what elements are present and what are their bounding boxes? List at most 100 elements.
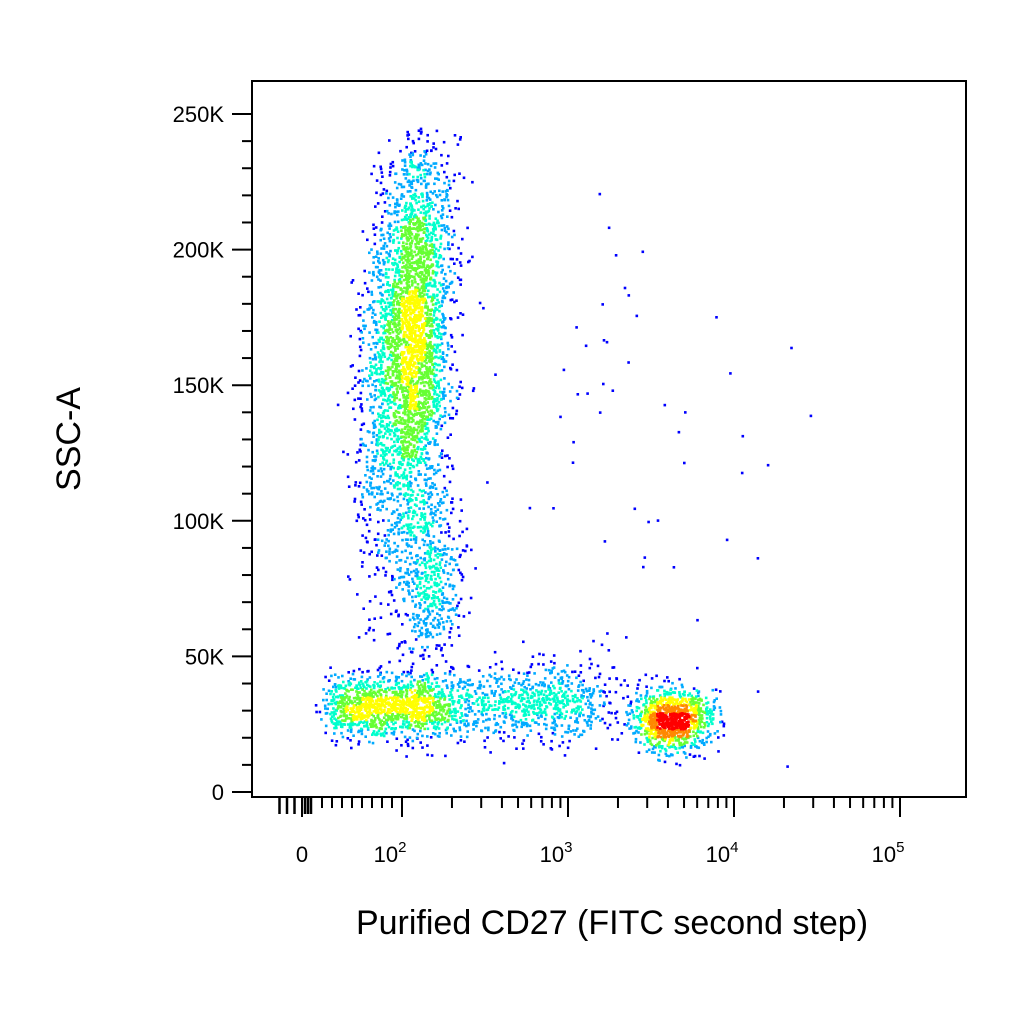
- scatter-point: [436, 574, 440, 578]
- scatter-point: [327, 679, 331, 682]
- scatter-point: [466, 688, 469, 692]
- scatter-point: [397, 210, 400, 213]
- scatter-point: [407, 413, 410, 417]
- scatter-point: [410, 683, 413, 686]
- scatter-point: [353, 500, 356, 503]
- scatter-point: [545, 723, 548, 727]
- scatter-point: [379, 311, 383, 315]
- scatter-point: [408, 180, 412, 184]
- scatter-point: [416, 570, 420, 574]
- scatter-point: [362, 310, 366, 314]
- scatter-point: [425, 690, 428, 693]
- scatter-point: [439, 648, 443, 652]
- scatter-point: [373, 718, 377, 722]
- scatter-point: [433, 252, 436, 256]
- scatter-point: [588, 657, 592, 661]
- scatter-point: [409, 523, 413, 526]
- scatter-point: [412, 561, 416, 564]
- scatter-point: [381, 472, 385, 476]
- scatter-point: [359, 450, 362, 453]
- scatter-point: [414, 188, 418, 192]
- scatter-point: [448, 673, 452, 676]
- scatter-point: [386, 446, 390, 450]
- scatter-point: [701, 710, 705, 714]
- scatter-point: [387, 416, 391, 420]
- scatter-point: [376, 487, 380, 490]
- scatter-point: [414, 453, 418, 457]
- scatter-point: [409, 427, 413, 430]
- scatter-point: [457, 695, 461, 698]
- scatter-point: [445, 290, 449, 294]
- scatter-point: [694, 732, 698, 735]
- scatter-point: [710, 712, 713, 716]
- scatter-point: [330, 720, 334, 724]
- scatter-point: [461, 237, 464, 241]
- scatter-point: [422, 274, 426, 277]
- scatter-point: [381, 299, 384, 302]
- scatter-point: [380, 377, 384, 381]
- scatter-point: [419, 603, 422, 607]
- scatter-point: [433, 373, 437, 377]
- scatter-point: [389, 309, 392, 312]
- scatter-point: [547, 688, 550, 691]
- scatter-point: [410, 669, 413, 672]
- scatter-point: [756, 557, 760, 560]
- scatter-point: [407, 484, 410, 488]
- scatter-point: [409, 164, 412, 168]
- scatter-point: [435, 520, 438, 523]
- scatter-point: [405, 252, 409, 255]
- scatter-point: [450, 714, 454, 718]
- scatter-point: [428, 334, 432, 337]
- scatter-point: [559, 711, 562, 715]
- scatter-point: [434, 285, 437, 288]
- scatter-point: [370, 493, 374, 496]
- scatter-point: [438, 193, 442, 197]
- scatter-point: [722, 734, 726, 737]
- scatter-point: [363, 518, 367, 522]
- scatter-point: [404, 233, 408, 237]
- scatter-point: [380, 539, 384, 543]
- scatter-point: [388, 293, 391, 297]
- scatter-point: [419, 225, 422, 228]
- scatter-point: [520, 699, 524, 702]
- scatter-point: [389, 530, 392, 533]
- scatter-point: [450, 644, 454, 647]
- scatter-point: [406, 527, 410, 531]
- scatter-point: [394, 348, 397, 351]
- scatter-point: [459, 312, 462, 315]
- scatter-point: [425, 594, 429, 597]
- scatter-point: [407, 507, 410, 510]
- scatter-point: [514, 720, 518, 723]
- scatter-point: [421, 429, 424, 433]
- scatter-point: [404, 492, 408, 495]
- scatter-point: [451, 417, 455, 420]
- scatter-point: [368, 409, 372, 412]
- scatter-point: [424, 406, 427, 409]
- scatter-point: [416, 447, 419, 450]
- scatter-point: [424, 571, 427, 574]
- scatter-point: [378, 405, 381, 409]
- scatter-point: [786, 765, 789, 768]
- scatter-point: [434, 318, 438, 321]
- scatter-point: [418, 593, 421, 597]
- scatter-point: [334, 686, 338, 689]
- scatter-point: [529, 665, 533, 669]
- scatter-point: [552, 691, 556, 695]
- scatter-point: [358, 667, 361, 671]
- scatter-point: [411, 595, 414, 599]
- scatter-point: [345, 696, 348, 699]
- scatter-point: [408, 593, 411, 596]
- scatter-point: [423, 525, 426, 528]
- scatter-point: [406, 247, 409, 251]
- scatter-point: [337, 705, 340, 709]
- scatter-point: [408, 229, 412, 232]
- scatter-point: [633, 726, 636, 729]
- scatter-point: [392, 730, 396, 734]
- scatter-point: [434, 386, 438, 390]
- scatter-point: [385, 189, 389, 193]
- scatter-point: [682, 742, 686, 746]
- scatter-point: [406, 493, 410, 496]
- scatter-point: [412, 175, 415, 179]
- scatter-point: [438, 561, 442, 564]
- scatter-point: [693, 738, 697, 741]
